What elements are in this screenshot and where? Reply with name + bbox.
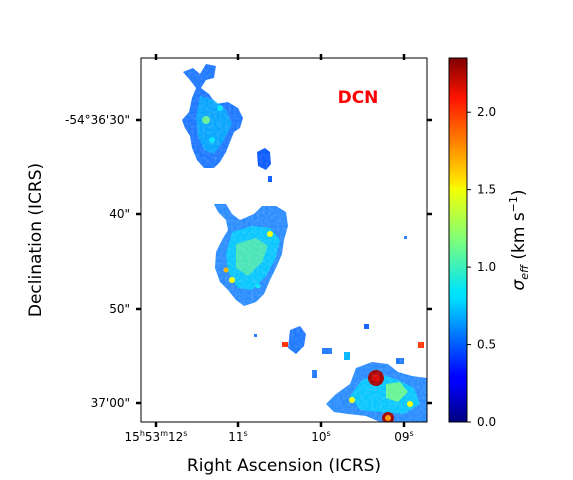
colorbar-tick-label: 1.5 xyxy=(477,183,496,197)
emission-map xyxy=(141,58,427,422)
x-tick-label: 11s xyxy=(228,429,247,444)
colorbar xyxy=(448,57,468,423)
plot-frame xyxy=(140,57,428,423)
colorbar-ticks: 0.0 0.5 1.0 1.5 2.0 xyxy=(467,105,496,429)
y-tick-label: -54°36'30" xyxy=(65,113,130,127)
x-tick-label: 09s xyxy=(394,429,413,444)
colorbar-tick-label: 2.0 xyxy=(477,105,496,119)
y-tick-label: 40" xyxy=(109,207,130,221)
molecule-label: DCN xyxy=(338,88,379,108)
y-tick-label: 37'00" xyxy=(91,396,130,410)
colorbar-label: σeff (km s−1) xyxy=(507,189,531,290)
colorbar-tick-label: 1.0 xyxy=(477,260,496,274)
x-ticks xyxy=(154,54,406,427)
y-tick-label: 50" xyxy=(109,302,130,316)
colorbar-tick-label: 0.5 xyxy=(477,338,496,352)
x-tick-label: 10s xyxy=(311,429,330,444)
y-axis-label: Declination (ICRS) xyxy=(26,163,46,317)
x-axis-label: Right Ascension (ICRS) xyxy=(187,456,381,476)
x-tick-label: 15h53m12s xyxy=(125,429,188,444)
y-ticks xyxy=(136,118,432,405)
colorbar-tick-label: 0.0 xyxy=(477,415,496,429)
